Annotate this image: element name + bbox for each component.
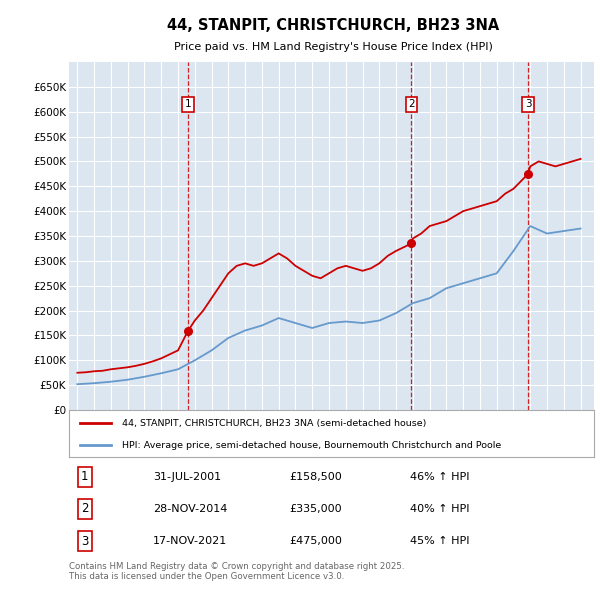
Text: 44, STANPIT, CHRISTCHURCH, BH23 3NA: 44, STANPIT, CHRISTCHURCH, BH23 3NA: [167, 18, 499, 32]
Text: 44, STANPIT, CHRISTCHURCH, BH23 3NA (semi-detached house): 44, STANPIT, CHRISTCHURCH, BH23 3NA (sem…: [121, 419, 426, 428]
Text: 46% ↑ HPI: 46% ↑ HPI: [410, 472, 470, 482]
Text: 17-NOV-2021: 17-NOV-2021: [153, 536, 227, 546]
Text: 2: 2: [408, 99, 415, 109]
Text: 28-NOV-2014: 28-NOV-2014: [153, 504, 227, 514]
Text: 2: 2: [81, 502, 89, 516]
Text: £158,500: £158,500: [290, 472, 342, 482]
Text: 3: 3: [525, 99, 532, 109]
Text: 40% ↑ HPI: 40% ↑ HPI: [410, 504, 470, 514]
Text: £335,000: £335,000: [290, 504, 342, 514]
Text: 1: 1: [184, 99, 191, 109]
Text: £475,000: £475,000: [290, 536, 343, 546]
Text: 1: 1: [81, 470, 89, 483]
Text: HPI: Average price, semi-detached house, Bournemouth Christchurch and Poole: HPI: Average price, semi-detached house,…: [121, 441, 501, 450]
Text: 31-JUL-2001: 31-JUL-2001: [153, 472, 221, 482]
Text: 3: 3: [81, 535, 88, 548]
Text: Price paid vs. HM Land Registry's House Price Index (HPI): Price paid vs. HM Land Registry's House …: [173, 42, 493, 53]
Text: Contains HM Land Registry data © Crown copyright and database right 2025.
This d: Contains HM Land Registry data © Crown c…: [69, 562, 404, 581]
Text: 45% ↑ HPI: 45% ↑ HPI: [410, 536, 470, 546]
